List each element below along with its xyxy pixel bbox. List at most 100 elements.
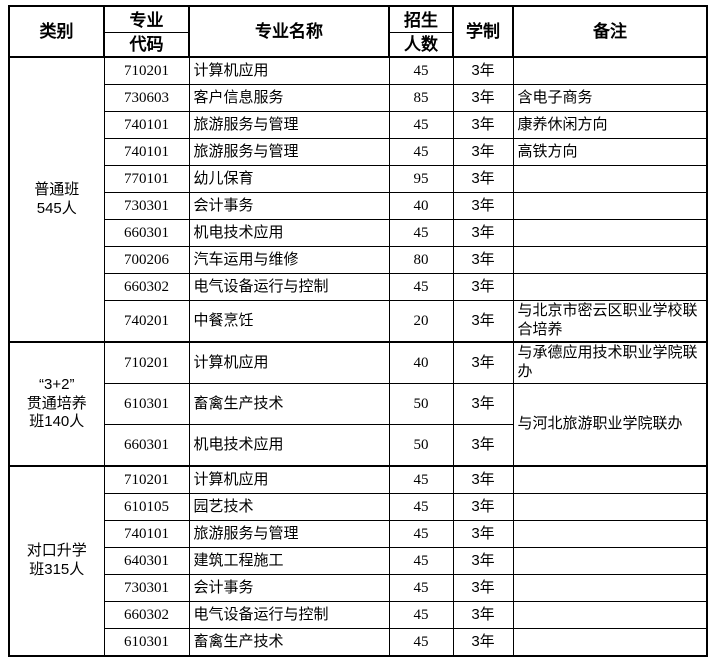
duration-cell: 3年 <box>452 493 514 521</box>
major-name-cell: 会计事务 <box>188 574 390 602</box>
major-code-cell: 740201 <box>103 300 190 343</box>
enrollment-table-container: 类别 专业 代码 专业名称 招生 人数 <box>8 5 708 657</box>
remark-cell <box>512 165 708 193</box>
major-name-cell: 旅游服务与管理 <box>188 520 390 548</box>
table-row: 740101 旅游服务与管理 45 3年 康养休闲方向 <box>9 111 708 139</box>
major-code-cell: 740101 <box>103 111 190 139</box>
table-row: 700206 汽车运用与维修 80 3年 <box>9 246 708 274</box>
major-name-cell: 机电技术应用 <box>188 219 390 247</box>
column-header-enrollment-count-line2: 人数 <box>404 35 438 54</box>
enrollment-count-cell: 45 <box>388 493 454 521</box>
enrollment-count-cell: 45 <box>388 547 454 575</box>
duration-cell: 3年 <box>452 601 514 629</box>
table-row: 730603 客户信息服务 85 3年 含电子商务 <box>9 84 708 112</box>
major-name-cell: 计算机应用 <box>188 56 390 85</box>
duration-cell: 3年 <box>452 465 514 494</box>
remark-cell <box>512 192 708 220</box>
remark-cell <box>512 520 708 548</box>
remark-cell <box>512 628 708 657</box>
remark-cell <box>512 547 708 575</box>
column-header-major-code-line1: 专业 <box>105 9 188 33</box>
enrollment-count-cell: 45 <box>388 520 454 548</box>
remark-cell <box>512 465 708 494</box>
enrollment-count-cell: 80 <box>388 246 454 274</box>
major-code-cell: 710201 <box>103 465 190 494</box>
enrollment-table: 类别 专业 代码 专业名称 招生 人数 <box>8 5 708 657</box>
major-code-cell: 640301 <box>103 547 190 575</box>
duration-cell: 3年 <box>452 138 514 166</box>
duration-cell: 3年 <box>452 383 514 425</box>
table-row: 730301 会计事务 45 3年 <box>9 574 708 602</box>
major-code-cell: 660301 <box>103 424 190 467</box>
table-row: 740201 中餐烹饪 20 3年 与北京市密云区职业学校联合培养 <box>9 300 708 343</box>
enrollment-count-cell: 45 <box>388 465 454 494</box>
table-row: 660302 电气设备运行与控制 45 3年 <box>9 601 708 629</box>
column-header-category: 类别 <box>8 5 105 58</box>
major-code-cell: 660301 <box>103 219 190 247</box>
duration-cell: 3年 <box>452 520 514 548</box>
enrollment-count-cell: 95 <box>388 165 454 193</box>
column-header-duration-label: 学制 <box>466 22 500 41</box>
major-name-cell: 计算机应用 <box>188 341 390 384</box>
major-name-cell: 旅游服务与管理 <box>188 138 390 166</box>
major-code-cell: 770101 <box>103 165 190 193</box>
category-cell: “3+2” 贯通培养 班140人 <box>8 341 105 467</box>
column-header-enrollment-count: 招生 人数 <box>388 5 454 58</box>
remark-cell: 与北京市密云区职业学校联合培养 <box>512 300 708 343</box>
enrollment-count-cell: 50 <box>388 424 454 467</box>
major-code-cell: 730603 <box>103 84 190 112</box>
remark-cell: 与承德应用技术职业学院联办 <box>512 341 708 384</box>
duration-cell: 3年 <box>452 628 514 657</box>
column-header-remark-label: 备注 <box>593 22 627 41</box>
major-name-cell: 机电技术应用 <box>188 424 390 467</box>
remark-cell <box>512 273 708 301</box>
major-name-cell: 畜禽生产技术 <box>188 383 390 425</box>
major-code-cell: 740101 <box>103 520 190 548</box>
enrollment-count-cell: 20 <box>388 300 454 343</box>
table-row: 730301 会计事务 40 3年 <box>9 192 708 220</box>
remark-cell: 高铁方向 <box>512 138 708 166</box>
enrollment-count-cell: 45 <box>388 111 454 139</box>
table-row: 660301 机电技术应用 50 3年 <box>9 424 707 467</box>
duration-cell: 3年 <box>452 165 514 193</box>
remark-cell <box>512 246 708 274</box>
major-name-cell: 汽车运用与维修 <box>188 246 390 274</box>
column-header-major-name: 专业名称 <box>188 5 390 58</box>
enrollment-count-cell: 45 <box>388 138 454 166</box>
major-name-cell: 旅游服务与管理 <box>188 111 390 139</box>
major-name-cell: 电气设备运行与控制 <box>188 273 390 301</box>
duration-cell: 3年 <box>452 574 514 602</box>
table-row: 对口升学 班315人 710201 计算机应用 45 3年 <box>8 465 708 657</box>
major-name-cell: 中餐烹饪 <box>188 300 390 343</box>
remark-cell <box>512 574 708 602</box>
major-name-cell: 建筑工程施工 <box>188 547 390 575</box>
remark-cell <box>512 601 708 629</box>
enrollment-count-cell: 45 <box>388 56 454 85</box>
major-code-cell: 710201 <box>103 341 190 384</box>
table-row: “3+2” 贯通培养 班140人 710201 计算机应用 40 3年 与承德应用技术职业… <box>8 341 708 467</box>
major-code-cell: 610105 <box>103 493 190 521</box>
major-code-cell: 700206 <box>103 246 190 274</box>
column-header-remark: 备注 <box>512 5 708 58</box>
enrollment-count-cell: 45 <box>388 628 454 657</box>
table-row: 660301 机电技术应用 45 3年 <box>9 219 708 247</box>
major-name-cell: 园艺技术 <box>188 493 390 521</box>
major-code-cell: 660302 <box>103 601 190 629</box>
major-code-cell: 660302 <box>103 273 190 301</box>
table-row: 610105 园艺技术 45 3年 <box>9 493 708 521</box>
enrollment-count-cell: 45 <box>388 601 454 629</box>
major-code-cell: 730301 <box>103 574 190 602</box>
enrollment-count-cell: 50 <box>388 383 454 425</box>
duration-cell: 3年 <box>452 192 514 220</box>
table-body: 普通班 545人 710201 计算机应用 45 3年 730603 客户信息服务 85 3年含… <box>8 56 708 657</box>
enrollment-count-cell: 40 <box>388 341 454 384</box>
enrollment-count-cell: 85 <box>388 84 454 112</box>
remark-cell <box>512 56 708 85</box>
remark-cell: 含电子商务 <box>512 84 708 112</box>
duration-cell: 3年 <box>452 300 514 343</box>
major-code-cell: 610301 <box>103 628 190 657</box>
major-name-cell: 幼儿保育 <box>188 165 390 193</box>
table-header-row: 类别 专业 代码 专业名称 招生 人数 <box>8 5 708 58</box>
column-header-major-code-line2: 代码 <box>129 35 164 54</box>
table-row: 610301 畜禽生产技术 50 3年 与河北旅游职业学院联办 <box>9 383 708 467</box>
